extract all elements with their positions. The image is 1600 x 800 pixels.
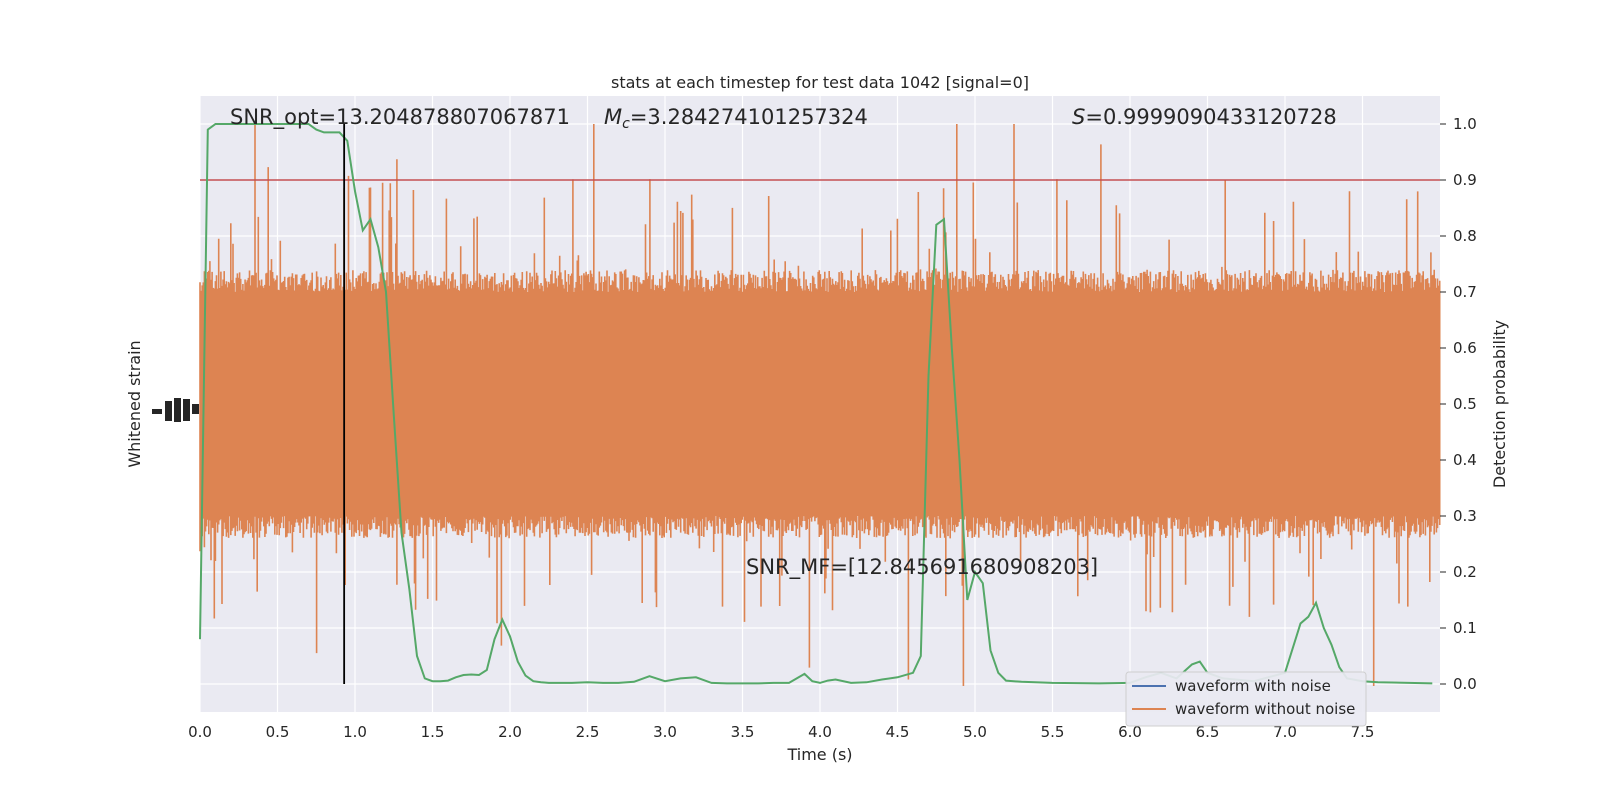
chirp-mass-annotation: Mc=3.284274101257324	[604, 105, 868, 132]
x-tick-label: 5.5	[1041, 723, 1065, 741]
x-tick-label: 6.5	[1196, 723, 1220, 741]
y-tick-label: 0.1	[1453, 619, 1477, 637]
snr-mf-annotation: SNR_MF=[12.845691680908203]	[746, 555, 1098, 580]
y-axis-title-right: Detection probability	[1490, 320, 1509, 488]
y-tick-label: 0.2	[1453, 563, 1477, 581]
legend-label-without-noise: waveform without noise	[1175, 700, 1355, 718]
y-tick-labels-right: 0.0 0.1 0.2 0.3 0.4 0.5 0.6 0.7 0.8 0.9 1.0	[1440, 115, 1477, 693]
y-tick-label: 0.0	[1453, 675, 1477, 693]
x-tick-label: 0.0	[188, 723, 212, 741]
x-tick-label: 3.5	[731, 723, 755, 741]
y-tick-label: 0.9	[1453, 171, 1477, 189]
x-tick-label: 1.0	[343, 723, 367, 741]
y-tick-label: 0.4	[1453, 451, 1477, 469]
x-tick-labels: 0.0 0.5 1.0 1.5 2.0 2.5 3.0 3.5 4.0 4.5 5.0 5.5 6.0 6…	[188, 723, 1374, 741]
s-annotation: S=0.9999090433120728	[1072, 105, 1337, 129]
x-tick-label: 7.5	[1351, 723, 1375, 741]
y-axis-title-left: Whitened strain	[125, 340, 144, 467]
y-tick-label: 0.8	[1453, 227, 1477, 245]
y-tick-label: 0.3	[1453, 507, 1477, 525]
legend: waveform with noise waveform without noi…	[1125, 671, 1367, 727]
x-tick-label: 0.5	[266, 723, 290, 741]
y-tick-label: 0.6	[1453, 339, 1477, 357]
legend-box	[1125, 671, 1367, 727]
x-tick-label: 4.0	[808, 723, 832, 741]
y-tick-label: 0.5	[1453, 395, 1477, 413]
y-tick-label: 0.7	[1453, 283, 1477, 301]
x-tick-label: 6.0	[1118, 723, 1142, 741]
x-tick-label: 2.0	[498, 723, 522, 741]
x-tick-label: 7.0	[1273, 723, 1297, 741]
x-axis-title: Time (s)	[786, 745, 852, 764]
left-axis-tick-cluster	[152, 398, 199, 422]
y-tick-label: 1.0	[1453, 115, 1477, 133]
legend-label-with-noise: waveform with noise	[1175, 677, 1331, 695]
chart-title: stats at each timestep for test data 104…	[611, 73, 1029, 92]
noise-waveform-band	[200, 297, 1440, 511]
x-tick-label: 5.0	[963, 723, 987, 741]
x-tick-label: 3.0	[653, 723, 677, 741]
x-tick-label: 1.5	[421, 723, 445, 741]
noise-waveform	[199, 124, 1441, 686]
x-tick-label: 4.5	[886, 723, 910, 741]
x-tick-label: 2.5	[576, 723, 600, 741]
snr-opt-annotation: SNR_opt=13.204878807067871	[230, 105, 570, 130]
